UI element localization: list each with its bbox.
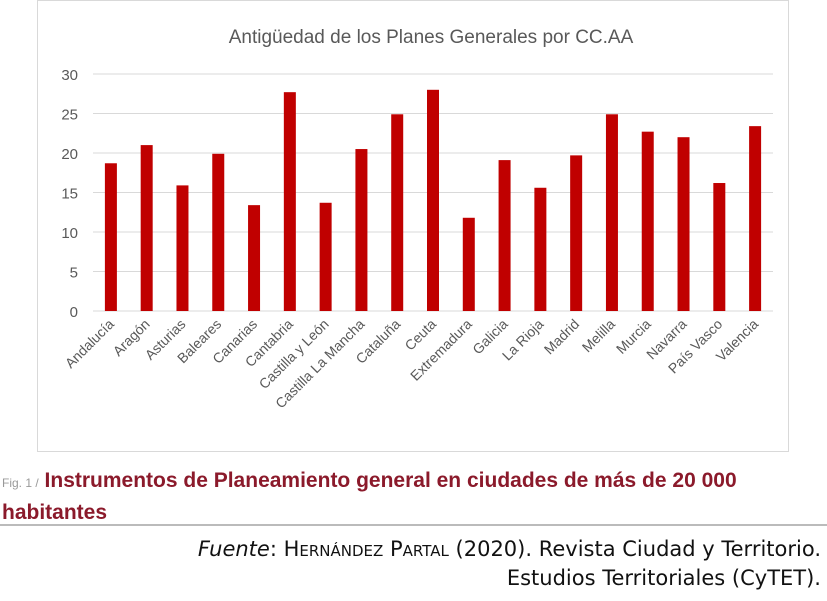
y-tick-label: 25 xyxy=(61,107,78,124)
y-tick-label: 5 xyxy=(70,265,78,282)
chart-title: Antigüedad de los Planes Generales por C… xyxy=(229,27,634,48)
bar xyxy=(319,202,332,311)
bar xyxy=(498,160,511,311)
bar xyxy=(641,131,654,311)
y-tick-label: 30 xyxy=(61,67,78,84)
bar xyxy=(355,149,368,311)
figure-caption: Fig. 1 / Instrumentos de Planeamiento ge… xyxy=(2,466,822,527)
y-tick-label: 10 xyxy=(61,225,78,242)
source-note: Fuente: Hernández Partal (2020). Revista… xyxy=(197,537,821,590)
divider xyxy=(0,524,827,526)
figure-number: Fig. 1 / xyxy=(2,476,39,490)
bar xyxy=(104,163,117,311)
x-tick-label: Melilla xyxy=(579,316,619,356)
bar xyxy=(749,126,762,311)
bar xyxy=(176,185,189,311)
y-tick-label: 20 xyxy=(61,146,78,163)
source-author: Hernández Partal xyxy=(283,537,449,561)
bar xyxy=(248,205,261,311)
source-line1: (2020). Revista Ciudad y Territorio. xyxy=(455,537,821,561)
bar xyxy=(570,155,583,311)
bar xyxy=(427,89,439,311)
caption-text: Instrumentos de Planeamiento general en … xyxy=(2,469,737,524)
bar xyxy=(713,183,726,311)
source-line2: Estudios Territoriales (CyTET). xyxy=(506,566,821,590)
x-tick-label: Madrid xyxy=(541,316,583,358)
chart-container: Antigüedad de los Planes Generales por C… xyxy=(37,0,789,452)
y-tick-label: 15 xyxy=(61,186,78,203)
bar xyxy=(391,114,404,311)
bar xyxy=(677,137,690,311)
bar xyxy=(283,92,296,311)
bar xyxy=(605,114,618,311)
bar xyxy=(462,217,475,311)
bar xyxy=(140,145,153,311)
bar xyxy=(212,153,225,311)
bar-chart: Antigüedad de los Planes Generales por C… xyxy=(61,27,773,411)
bar xyxy=(534,187,547,311)
y-tick-label: 0 xyxy=(70,304,78,321)
x-tick-label: Andalucía xyxy=(62,316,117,371)
source-label: Fuente xyxy=(197,537,270,561)
